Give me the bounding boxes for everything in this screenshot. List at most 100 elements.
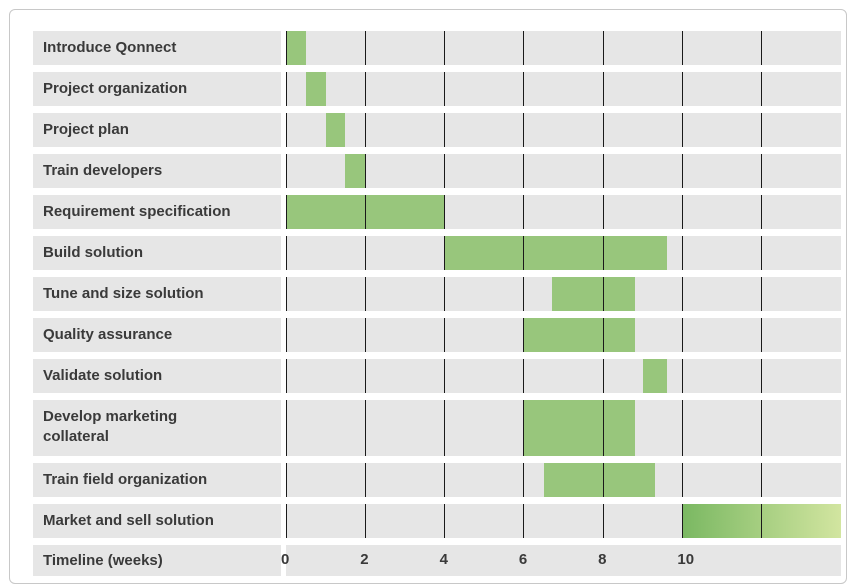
grid-line [761, 236, 763, 270]
task-bar [642, 359, 667, 393]
row-cell [286, 72, 841, 106]
grid-line [285, 463, 287, 497]
task-label: Introduce Qonnect [43, 39, 177, 56]
grid-line [681, 236, 683, 270]
grid-line [681, 195, 683, 229]
grid-line [444, 318, 446, 352]
task-label: Quality assurance [43, 326, 173, 343]
grid-line [761, 72, 763, 106]
grid-line [364, 504, 366, 538]
x-tick-label: 2 [360, 551, 369, 568]
grid-line [444, 277, 446, 311]
label-cell [33, 359, 281, 393]
grid-line [761, 31, 763, 65]
grid-line [444, 504, 446, 538]
grid-line [523, 400, 525, 456]
x-tick-label: 6 [518, 551, 528, 568]
x-tick-label: 4 [439, 551, 448, 568]
grid-line [364, 236, 366, 270]
task-bar [444, 236, 667, 270]
grid-line [523, 72, 525, 106]
grid-line [523, 504, 525, 538]
grid-line [602, 31, 604, 65]
label-cell [33, 277, 281, 311]
grid-line [444, 154, 446, 188]
grid-line [364, 195, 366, 229]
task-bar [305, 72, 326, 106]
grid-line [761, 113, 763, 147]
grid-line [681, 113, 683, 147]
label-cell [33, 72, 281, 106]
grid-line [364, 113, 366, 147]
grid-line [364, 463, 366, 497]
task-label: Tune and size solution [43, 285, 204, 302]
grid-line [761, 154, 763, 188]
axis-label: Timeline (weeks) [43, 552, 163, 569]
grid-line [602, 154, 604, 188]
grid-line [602, 504, 604, 538]
task-label: Market and sell solution [43, 512, 214, 529]
grid-line [761, 504, 763, 538]
task-label: Build solution [43, 244, 143, 261]
task-bar [551, 277, 635, 311]
grid-line [444, 31, 446, 65]
label-cell [33, 545, 281, 576]
grid-line [523, 154, 525, 188]
label-cell [33, 463, 281, 497]
grid-line [285, 318, 287, 352]
grid-line [364, 359, 366, 393]
grid-line [444, 72, 446, 106]
row-cell [286, 31, 841, 65]
grid-line [364, 72, 366, 106]
task-label: Train developers [43, 162, 163, 179]
grid-line [602, 400, 604, 456]
label-cell [33, 113, 281, 147]
label-cell [33, 31, 281, 65]
row-cell [286, 154, 841, 188]
label-cell [33, 400, 281, 456]
grid-line [681, 504, 683, 538]
grid-line [285, 236, 287, 270]
label-cell [33, 195, 281, 229]
grid-line [681, 277, 683, 311]
grid-line [761, 195, 763, 229]
grid-line [523, 31, 525, 65]
task-label: Requirement specification [43, 203, 231, 220]
grid-line [523, 463, 525, 497]
grid-line [602, 463, 604, 497]
grid-line [285, 359, 287, 393]
grid-line [285, 31, 287, 65]
grid-line [285, 113, 287, 147]
label-cell [33, 154, 281, 188]
grid-line [523, 236, 525, 270]
frame [9, 9, 847, 584]
task-bar [523, 400, 635, 456]
grid-line [523, 195, 525, 229]
task-bar [325, 113, 346, 147]
task-bar [543, 463, 655, 497]
task-label: Project organization [43, 80, 188, 97]
grid-line [761, 463, 763, 497]
grid-line [602, 113, 604, 147]
x-tick-label: 8 [598, 551, 607, 568]
task-bar [523, 318, 635, 352]
grid-line [761, 277, 763, 311]
grid-line [285, 400, 287, 456]
grid-line [364, 400, 366, 456]
grid-line [364, 31, 366, 65]
grid-line [681, 318, 683, 352]
label-cell [33, 504, 281, 538]
task-label: Project plan [43, 121, 129, 138]
grid-line [602, 318, 604, 352]
grid-line [285, 72, 287, 106]
grid-line [761, 400, 763, 456]
grid-line [285, 195, 287, 229]
task-bar [286, 31, 306, 65]
grid-line [364, 277, 366, 311]
label-cell [33, 318, 281, 352]
task-label: Train field organization [43, 471, 208, 488]
row-cell [286, 113, 841, 147]
grid-line [523, 113, 525, 147]
grid-line [523, 277, 525, 311]
